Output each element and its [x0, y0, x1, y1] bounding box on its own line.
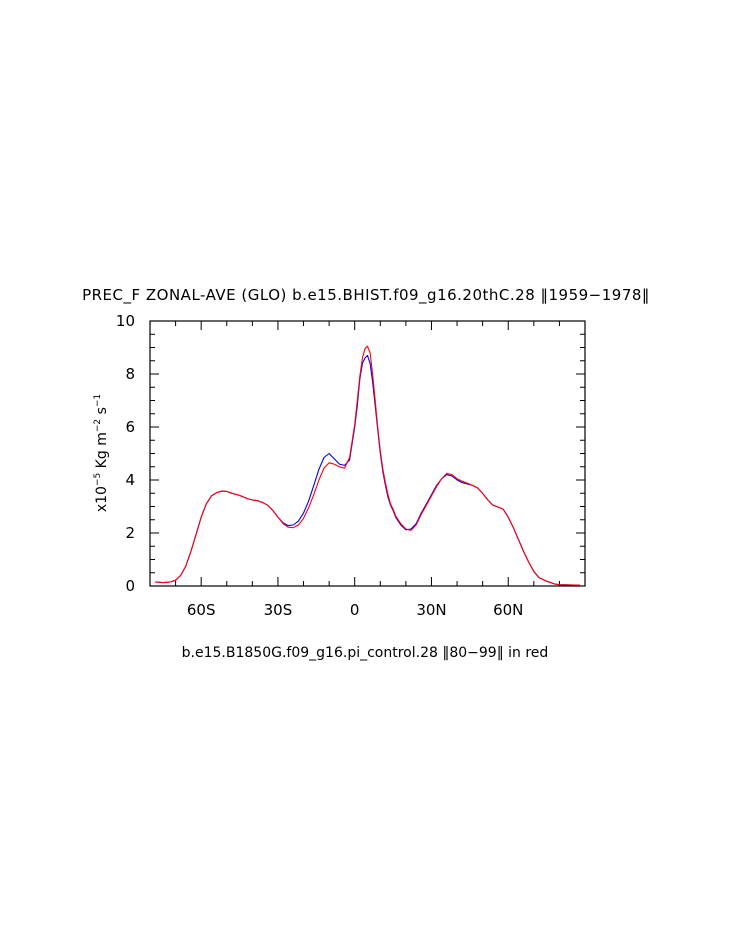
y-tick-label: 8	[125, 365, 135, 383]
y-axis-label-rest: Kg m	[94, 432, 110, 473]
x-tick-label: 60N	[493, 601, 523, 619]
y-axis-label-exp2: −2	[93, 419, 103, 432]
y-axis-label-exp3: −1	[93, 394, 103, 407]
plot-area: 60S 30S 0 30N 60N 0 2 4 6 8 10	[116, 312, 586, 619]
plot-frame	[149, 320, 586, 587]
y-axis-label: x10−5 Kg m−2 s−1	[93, 394, 110, 512]
x-tick-label: 60S	[187, 601, 216, 619]
y-axis-label-exp: −5	[93, 473, 103, 486]
y-axis-label-rest2: s	[94, 407, 110, 419]
y-tick-label: 6	[125, 418, 135, 436]
x-tick-label: 0	[350, 601, 360, 619]
x-tick-label: 30N	[416, 601, 446, 619]
chart-title: PREC_F ZONAL-AVE (GLO) b.e15.BHIST.f09_g…	[82, 286, 650, 305]
x-tick-label: 30S	[264, 601, 293, 619]
series-line-1	[155, 345, 580, 586]
y-tick-label: 0	[125, 577, 135, 595]
y-axis-label-prefix: x10	[94, 486, 110, 512]
y-tick-label: 10	[116, 312, 135, 330]
series-line-0	[155, 354, 580, 586]
y-tick-label: 4	[125, 471, 135, 489]
chart-subtitle: b.e15.B1850G.f09_g16.pi_control.28 ‖80−9…	[182, 645, 549, 661]
y-tick-label: 2	[125, 524, 135, 542]
